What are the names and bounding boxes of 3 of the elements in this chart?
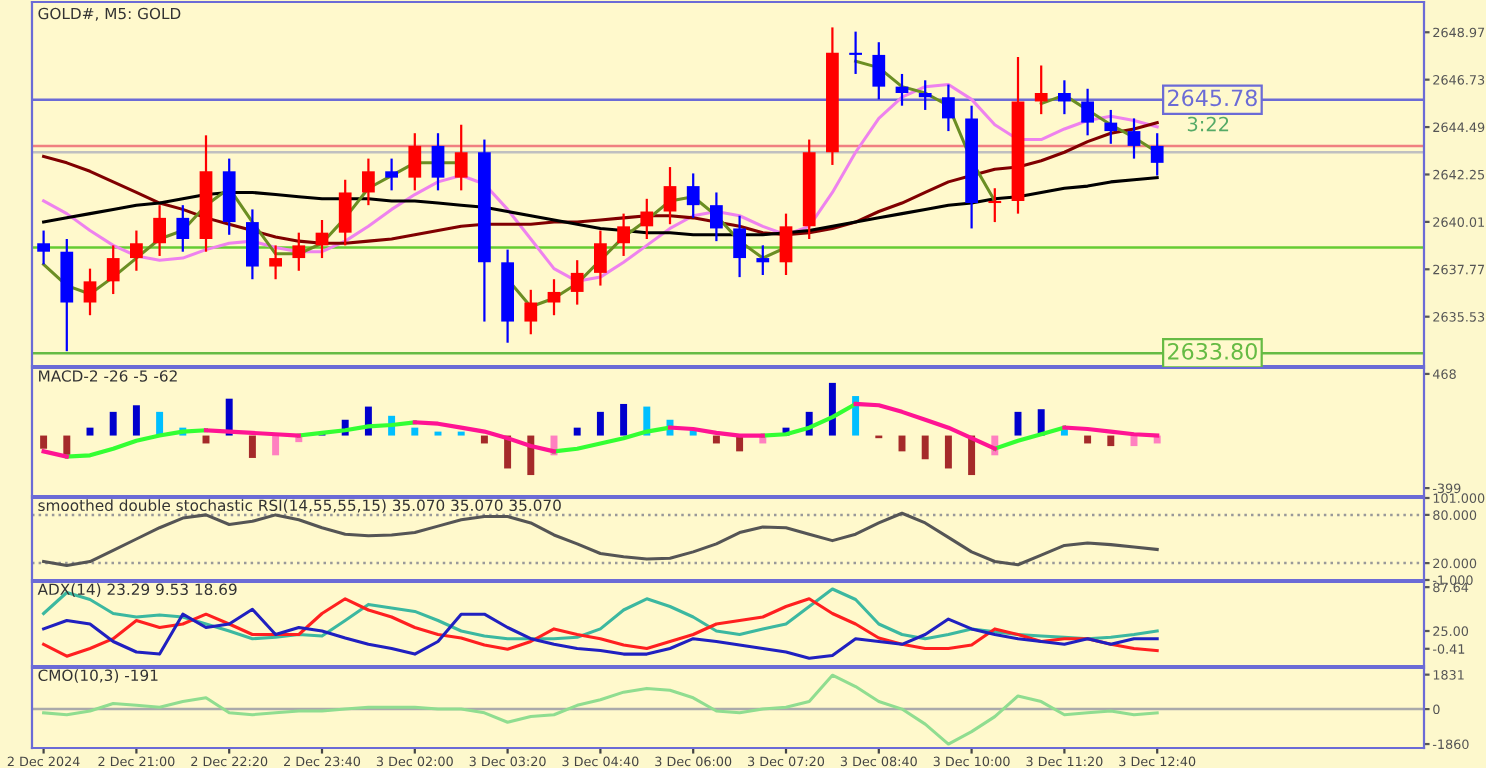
ref-line-label: 2645.78 xyxy=(1168,89,1257,107)
ref-line-label: 2633.80 xyxy=(1168,342,1257,360)
annotation: 3:22 xyxy=(1187,116,1229,132)
